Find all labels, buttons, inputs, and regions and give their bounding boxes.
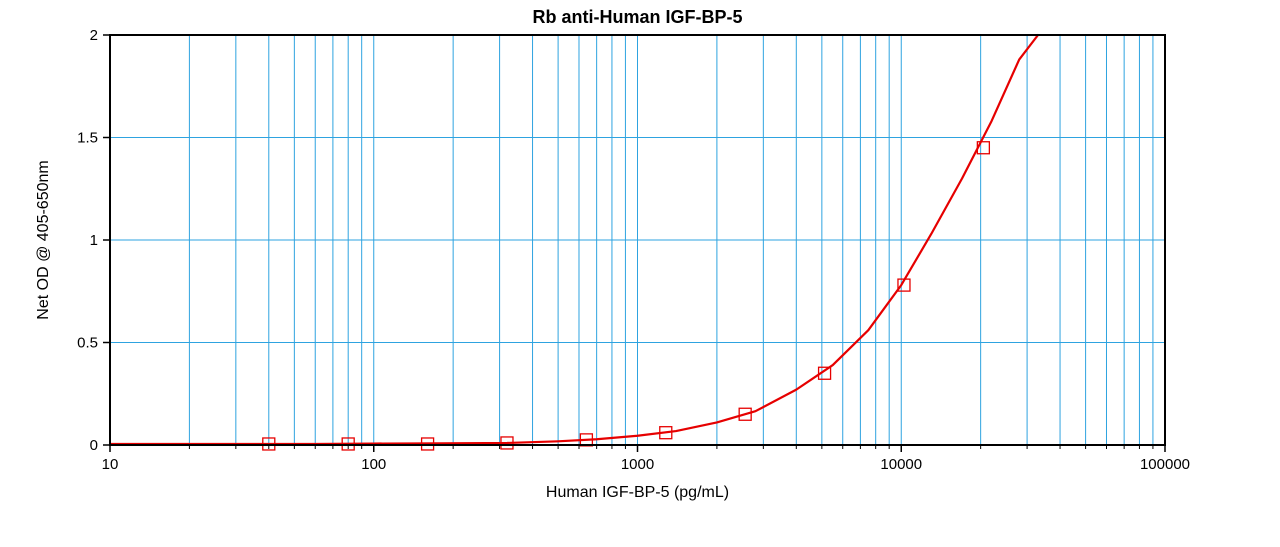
x-tick-labels: 10 100 1000 10000 100000 — [102, 445, 1190, 473]
x-tick-label: 10000 — [880, 456, 922, 473]
x-tick-label: 1000 — [621, 456, 654, 473]
x-tick-label: 100000 — [1140, 456, 1190, 473]
x-axis-label: Human IGF-BP-5 (pg/mL) — [546, 484, 729, 501]
y-tick-label: 1.5 — [77, 130, 98, 147]
y-tick-labels: 0 0.5 1 1.5 2 — [77, 27, 110, 454]
chart-svg: 10 100 1000 10000 100000 0 0.5 1 1.5 2 Rb anti-H… — [0, 0, 1280, 547]
y-tick-label: 2 — [90, 27, 98, 44]
y-axis-label: Net OD @ 405-650nm — [35, 160, 52, 319]
chart-container: 10 100 1000 10000 100000 0 0.5 1 1.5 2 Rb anti-H… — [0, 0, 1280, 547]
chart-title: Rb anti-Human IGF-BP-5 — [533, 7, 743, 27]
x-tick-label: 100 — [361, 456, 386, 473]
x-tick-label: 10 — [102, 456, 119, 473]
y-tick-label: 1 — [90, 232, 98, 249]
y-tick-label: 0.5 — [77, 335, 98, 352]
y-tick-label: 0 — [90, 437, 98, 454]
